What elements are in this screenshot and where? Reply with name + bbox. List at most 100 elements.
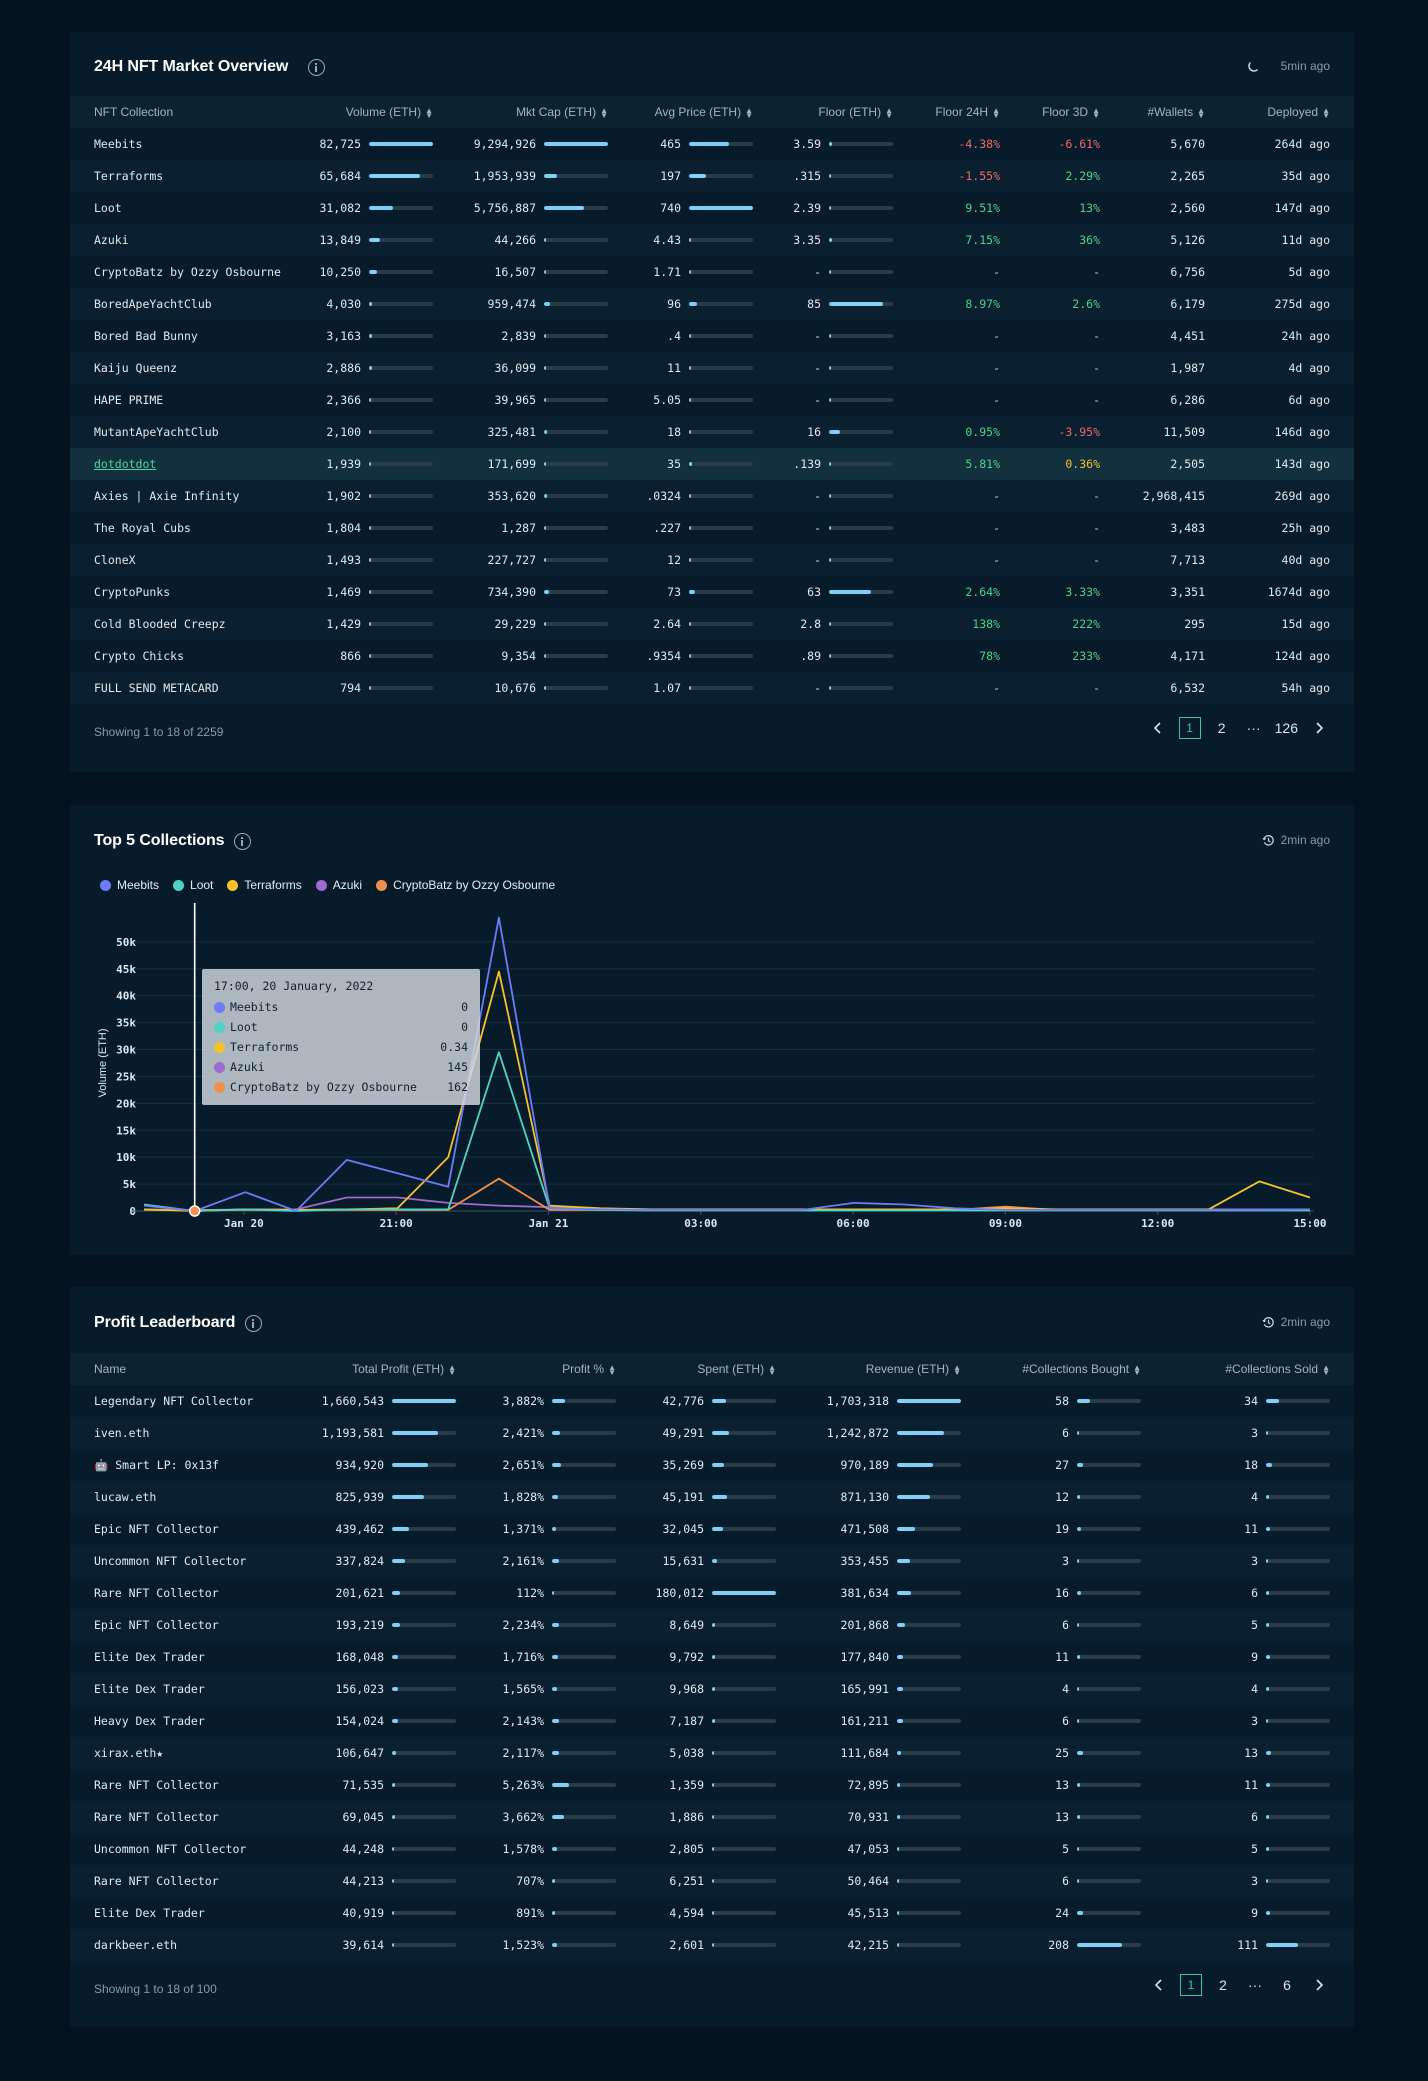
table-row[interactable]: Legendary NFT Collector 1,660,543 3,882% 42… (70, 1385, 1354, 1417)
sort-icon[interactable]: ▲ ▼ (608, 1362, 616, 1377)
collections-sold-cell: 34 (1165, 1394, 1330, 1408)
sort-icon[interactable]: ▲ ▼ (992, 105, 1000, 120)
revenue-col: 970,189 (800, 1449, 985, 1481)
series-line-meebits[interactable] (143, 916, 1311, 1212)
avgprice-bar-fill (689, 174, 707, 178)
table-row[interactable]: Axies | Axie Infinity 1,902 353,620 .0324 - -… (70, 480, 1354, 512)
market-col-mkt-cap-eth[interactable]: Mkt Cap (ETH) ▲ ▼ (457, 96, 632, 128)
sort-icon[interactable]: ▲ ▼ (1322, 1362, 1330, 1377)
sort-icon[interactable]: ▲ ▼ (425, 105, 433, 120)
sold-col: 5 (1165, 1609, 1354, 1641)
sort-icon[interactable]: ▲ ▼ (1133, 1362, 1141, 1377)
table-row[interactable]: BoredApeYachtClub 4,030 959,474 96 85 8.97% 2.… (70, 288, 1354, 320)
table-row[interactable]: Kaiju Queenz 2,886 36,099 11 - - - 1,987 4d ago (70, 352, 1354, 384)
legend-item-loot[interactable]: Loot (173, 878, 213, 892)
bought-col: 16 (985, 1577, 1165, 1609)
table-row[interactable]: Rare NFT Collector 69,045 3,662% 1,886 70,93… (70, 1801, 1354, 1833)
sort-icon[interactable]: ▲ ▼ (745, 105, 753, 120)
info-icon[interactable] (245, 1315, 262, 1332)
volume-line-chart[interactable]: 0 5k 10k 15k 20k 25k 30k 35k 40k 45k 50k Volume (ET… (70, 805, 1354, 1255)
table-row[interactable]: MutantApeYachtClub 2,100 325,481 18 16 0.95% -… (70, 416, 1354, 448)
mktcap-value: 9,354 (501, 649, 536, 663)
sort-icon[interactable]: ▲ ▼ (1322, 105, 1330, 120)
table-row[interactable]: The Royal Cubs 1,804 1,287 .227 - - - 3,483 25h … (70, 512, 1354, 544)
table-row[interactable]: HAPE PRIME 2,366 39,965 5.05 - - - 6,286 6d ago (70, 384, 1354, 416)
market-col-avg-price-eth[interactable]: Avg Price (ETH) ▲ ▼ (632, 96, 777, 128)
series-line-cryptobatz-by-ozzy-osbourne[interactable] (143, 1177, 1310, 1212)
table-row[interactable]: Epic NFT Collector 193,219 2,234% 8,649 201,… (70, 1609, 1354, 1641)
table-row[interactable]: Elite Dex Trader 156,023 1,565% 9,968 165,99… (70, 1673, 1354, 1705)
market-col-volume-eth[interactable]: Volume (ETH) ▲ ▼ (310, 96, 457, 128)
market-col-wallets[interactable]: #Wallets ▲ ▼ (1124, 96, 1229, 128)
prev-page-button[interactable] (1148, 1974, 1170, 1996)
legend-item-azuki[interactable]: Azuki (315, 878, 362, 892)
table-row[interactable]: Uncommon NFT Collector 337,824 2,161% 15,63… (70, 1545, 1354, 1577)
table-row[interactable]: Cold Blooded Creepz 1,429 29,229 2.64 2.8 138… (70, 608, 1354, 640)
mktcap-col: 353,620 (457, 480, 632, 512)
collection-link[interactable]: dotdotdot (94, 457, 157, 471)
profit-col-collections-sold[interactable]: #Collections Sold ▲ ▼ (1165, 1353, 1354, 1385)
info-icon[interactable] (308, 59, 325, 76)
legend-item-terraforms[interactable]: Terraforms (227, 878, 302, 892)
table-row[interactable]: Rare NFT Collector 71,535 5,263% 1,359 72,89… (70, 1769, 1354, 1801)
table-row[interactable]: CloneX 1,493 227,727 12 - - - 7,713 40d ago (70, 544, 1354, 576)
volume-cell: 13,849 (310, 233, 433, 247)
table-row[interactable]: Terraforms 65,684 1,953,939 197 .315 -1.55% 2.… (70, 160, 1354, 192)
table-row[interactable]: Bored Bad Bunny 3,163 2,839 .4 - - - 4,451 24h a… (70, 320, 1354, 352)
sort-icon[interactable]: ▲ ▼ (885, 105, 893, 120)
total-profit-bar (392, 1751, 456, 1755)
table-row[interactable]: Elite Dex Trader 40,919 891% 4,594 45,513 24 9 (70, 1897, 1354, 1929)
profit-col-spent-eth[interactable]: Spent (ETH) ▲ ▼ (640, 1353, 800, 1385)
sort-icon[interactable]: ▲ ▼ (953, 1362, 961, 1377)
market-col-floor-eth[interactable]: Floor (ETH) ▲ ▼ (777, 96, 917, 128)
profit-col-total-profit-eth[interactable]: Total Profit (ETH) ▲ ▼ (310, 1353, 480, 1385)
table-row[interactable]: Epic NFT Collector 439,462 1,371% 32,045 471… (70, 1513, 1354, 1545)
page-button-126[interactable]: 126 (1274, 720, 1298, 736)
market-col-floor-24h[interactable]: Floor 24H ▲ ▼ (917, 96, 1024, 128)
market-col-floor-3d[interactable]: Floor 3D ▲ ▼ (1024, 96, 1124, 128)
table-row[interactable]: Uncommon NFT Collector 44,248 1,578% 2,805 4… (70, 1833, 1354, 1865)
table-row[interactable]: FULL SEND METACARD 794 10,676 1.07 - - - 6,532 5… (70, 672, 1354, 704)
table-row[interactable]: 🤖 Smart LP: 0x13f 934,920 2,651% 35,269 970,… (70, 1449, 1354, 1481)
profit-col-profit[interactable]: Profit % ▲ ▼ (480, 1353, 640, 1385)
table-row[interactable]: Crypto Chicks 866 9,354 .9354 .89 78% 233% 4,17… (70, 640, 1354, 672)
legend-item-cryptobatz-by-ozzy-osbourne[interactable]: CryptoBatz by Ozzy Osbourne (376, 878, 555, 892)
sort-icon[interactable]: ▲ ▼ (448, 1362, 456, 1377)
table-row[interactable]: iven.eth 1,193,581 2,421% 49,291 1,242,872 6 3 (70, 1417, 1354, 1449)
collections-sold-value: 4 (1251, 1490, 1258, 1504)
table-row[interactable]: CryptoBatz by Ozzy Osbourne 10,250 16,507 1… (70, 256, 1354, 288)
profit-col-collections-bought[interactable]: #Collections Bought ▲ ▼ (985, 1353, 1165, 1385)
table-row[interactable]: Heavy Dex Trader 154,024 2,143% 7,187 161,21… (70, 1705, 1354, 1737)
page-button-2[interactable]: 2 (1217, 720, 1226, 736)
table-row[interactable]: CryptoPunks 1,469 734,390 73 63 2.64% 3.33% 3,3… (70, 576, 1354, 608)
sort-icon[interactable]: ▲ ▼ (1197, 105, 1205, 120)
table-row[interactable]: Meebits 82,725 9,294,926 465 3.59 -4.38% -6.61… (70, 128, 1354, 160)
next-page-button[interactable] (1308, 1974, 1330, 1996)
sort-icon[interactable]: ▲ ▼ (768, 1362, 776, 1377)
table-row[interactable]: lucaw.eth 825,939 1,828% 45,191 871,130 12 4 (70, 1481, 1354, 1513)
page-button-2[interactable]: 2 (1219, 1977, 1227, 1993)
page-button-1[interactable]: 1 (1178, 717, 1201, 739)
next-page-button[interactable] (1308, 717, 1330, 739)
page-button-6[interactable]: 6 (1283, 1977, 1291, 1993)
info-icon[interactable] (234, 833, 251, 850)
page-button-1[interactable]: 1 (1180, 1974, 1202, 1996)
sort-icon[interactable]: ▲ ▼ (600, 105, 608, 120)
table-row[interactable]: Rare NFT Collector 44,213 707% 6,251 50,464 6… (70, 1865, 1354, 1897)
prev-page-button[interactable] (1147, 717, 1169, 739)
table-row[interactable]: Rare NFT Collector 201,621 112% 180,012 381,… (70, 1577, 1354, 1609)
collections-bought-value: 5 (1062, 1842, 1069, 1856)
volume-bar (369, 526, 433, 530)
table-row[interactable]: Loot 31,082 5,756,887 740 2.39 9.51% 13% 2,560 1… (70, 192, 1354, 224)
sort-icon[interactable]: ▲ ▼ (1092, 105, 1100, 120)
table-row[interactable]: Azuki 13,849 44,266 4.43 3.35 7.15% 36% 5,126 11… (70, 224, 1354, 256)
table-row[interactable]: darkbeer.eth 39,614 1,523% 2,601 42,215 208 11… (70, 1929, 1354, 1961)
table-row[interactable]: Elite Dex Trader 168,048 1,716% 9,792 177,84… (70, 1641, 1354, 1673)
profit-col-revenue-eth[interactable]: Revenue (ETH) ▲ ▼ (800, 1353, 985, 1385)
market-col-deployed[interactable]: Deployed ▲ ▼ (1229, 96, 1354, 128)
table-row[interactable]: xirax.eth★ 106,647 2,117% 5,038 111,684 25 13 (70, 1737, 1354, 1769)
avgprice-bar (689, 526, 753, 530)
legend-item-meebits[interactable]: Meebits (100, 878, 159, 892)
series-line-azuki[interactable] (143, 1196, 1310, 1212)
table-row[interactable]: dotdotdot 1,939 171,699 35 .139 5.81% 0.36% 2,5… (70, 448, 1354, 480)
